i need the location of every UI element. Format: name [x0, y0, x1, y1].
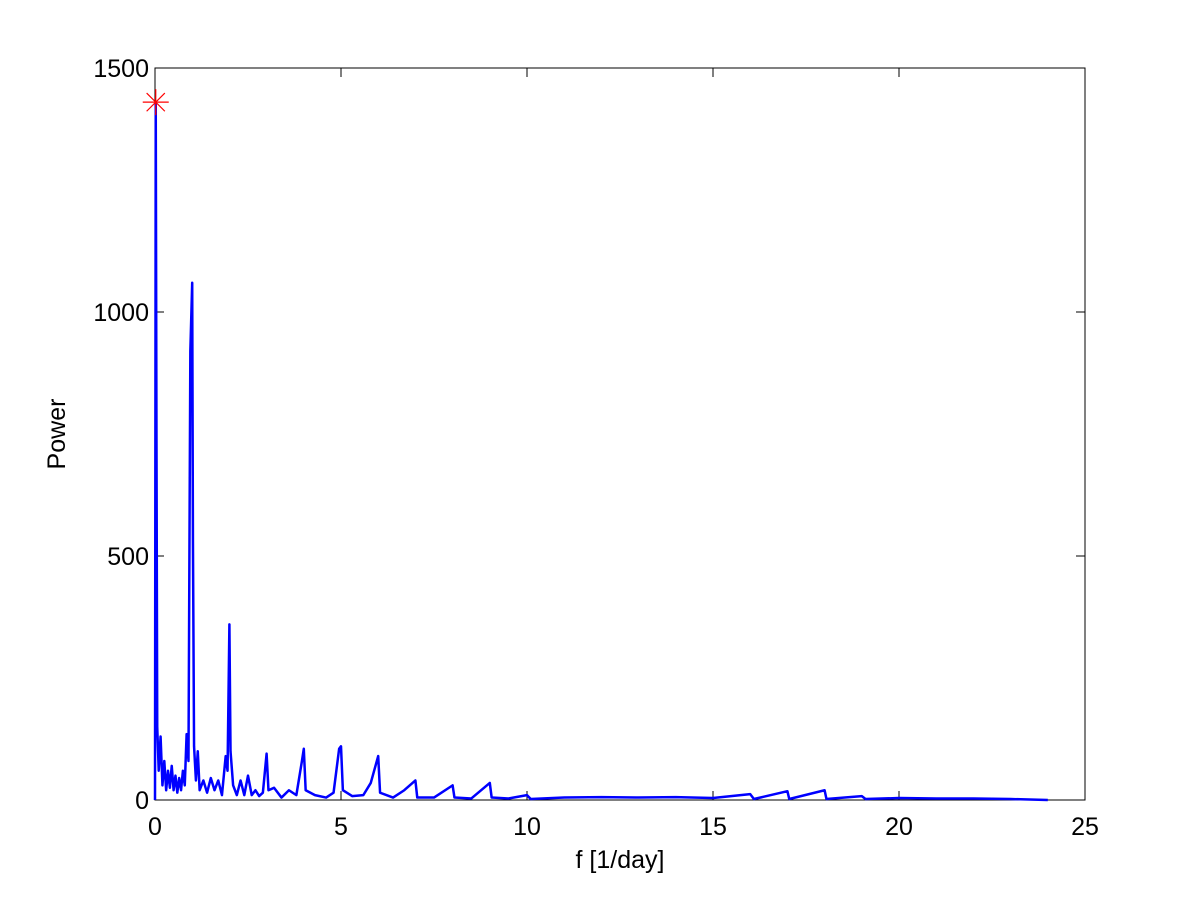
x-tick-label: 0: [148, 813, 162, 841]
data-line: [153, 100, 1048, 802]
y-tick-label: 0: [135, 787, 149, 815]
y-tick-label: 1000: [93, 299, 149, 327]
x-tick-label: 20: [885, 813, 913, 841]
y-tick-label: 500: [107, 543, 149, 571]
y-tick-label: 1500: [93, 55, 149, 83]
x-tick-label: 5: [334, 813, 348, 841]
x-tick-label: 10: [513, 813, 541, 841]
x-tick-label: 15: [699, 813, 727, 841]
y-axis-label: Power: [43, 399, 71, 470]
x-tick-label: 25: [1071, 813, 1099, 841]
peak-marker: [142, 89, 169, 116]
x-axis-label: f [1/day]: [576, 846, 665, 874]
